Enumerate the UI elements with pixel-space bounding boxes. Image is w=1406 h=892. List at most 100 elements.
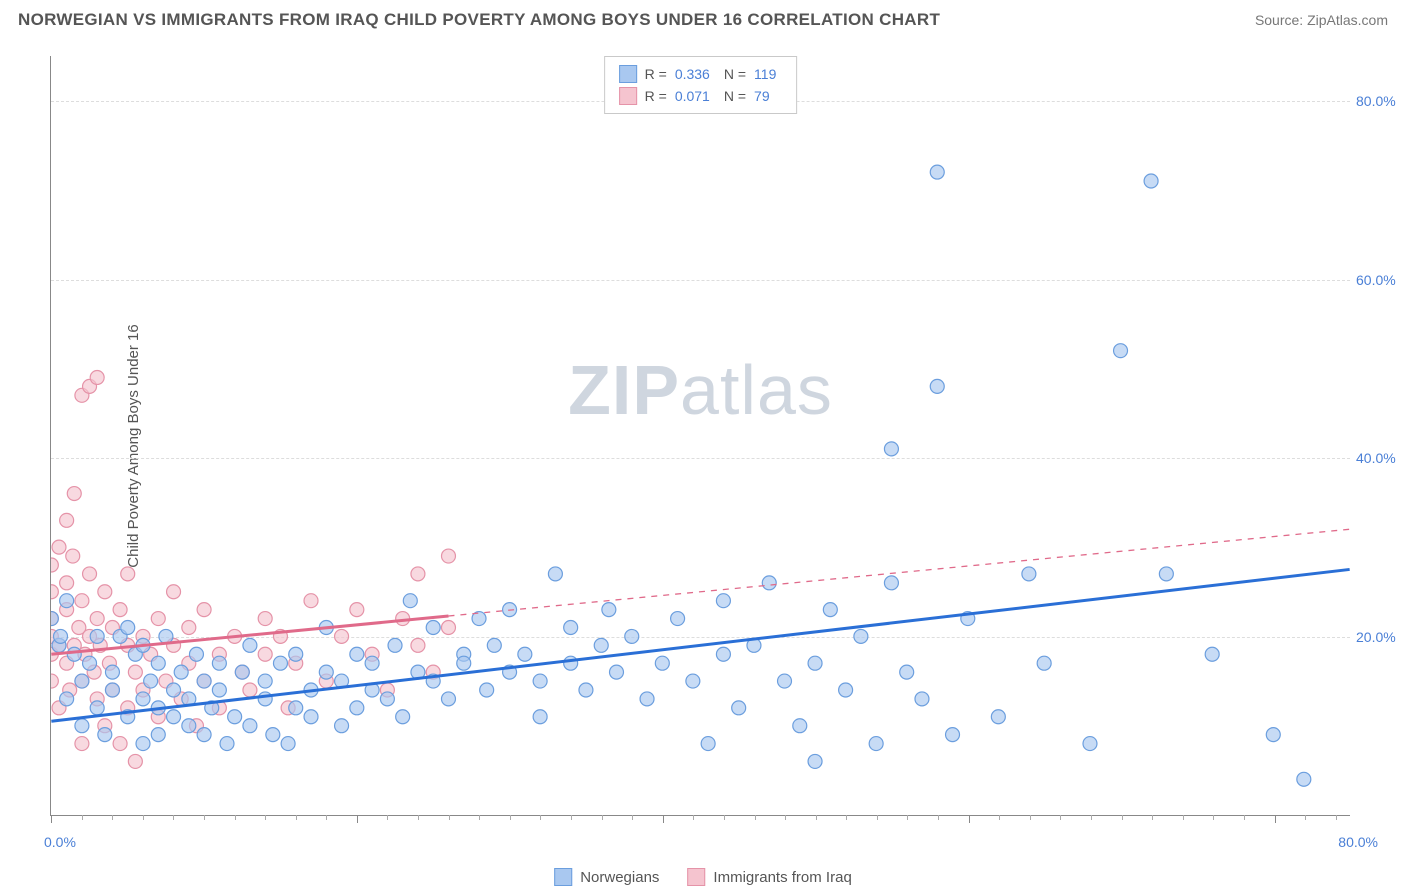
data-point-norwegians bbox=[564, 620, 578, 634]
legend-row-iraq: R = 0.071 N = 79 bbox=[619, 85, 783, 107]
trendline-dashed-iraq bbox=[448, 529, 1349, 616]
data-point-norwegians bbox=[67, 647, 81, 661]
data-point-norwegians bbox=[991, 710, 1005, 724]
data-point-norwegians bbox=[212, 683, 226, 697]
x-tick-minor bbox=[938, 815, 939, 820]
data-point-iraq bbox=[128, 754, 142, 768]
x-tick-minor bbox=[1152, 815, 1153, 820]
data-point-norwegians bbox=[151, 656, 165, 670]
data-point-norwegians bbox=[1144, 174, 1158, 188]
data-point-norwegians bbox=[808, 754, 822, 768]
x-tick-minor bbox=[112, 815, 113, 820]
data-point-iraq bbox=[167, 585, 181, 599]
x-tick-major bbox=[663, 815, 664, 823]
swatch-norwegians bbox=[619, 65, 637, 83]
data-point-norwegians bbox=[105, 683, 119, 697]
data-point-iraq bbox=[128, 665, 142, 679]
data-point-norwegians bbox=[778, 674, 792, 688]
swatch-iraq-bottom bbox=[687, 868, 705, 886]
data-point-norwegians bbox=[258, 674, 272, 688]
data-point-norwegians bbox=[243, 638, 257, 652]
data-point-norwegians bbox=[869, 737, 883, 751]
data-point-norwegians bbox=[441, 692, 455, 706]
legend-row-norwegians: R = 0.336 N = 119 bbox=[619, 63, 783, 85]
data-point-norwegians bbox=[716, 647, 730, 661]
x-tick-minor bbox=[1060, 815, 1061, 820]
x-tick-minor bbox=[816, 815, 817, 820]
data-point-iraq bbox=[51, 585, 58, 599]
legend-label-iraq: Immigrants from Iraq bbox=[713, 869, 851, 886]
data-point-norwegians bbox=[1266, 728, 1280, 742]
data-point-norwegians bbox=[228, 710, 242, 724]
x-tick-minor bbox=[449, 815, 450, 820]
data-point-iraq bbox=[60, 513, 74, 527]
data-point-iraq bbox=[113, 603, 127, 617]
data-point-iraq bbox=[258, 647, 272, 661]
data-point-norwegians bbox=[83, 656, 97, 670]
x-tick-minor bbox=[540, 815, 541, 820]
x-tick-minor bbox=[1030, 815, 1031, 820]
x-tick-minor bbox=[387, 815, 388, 820]
x-tick-minor bbox=[479, 815, 480, 820]
r-label-norw: R = bbox=[645, 63, 667, 85]
data-point-norwegians bbox=[548, 567, 562, 581]
data-point-norwegians bbox=[365, 656, 379, 670]
data-point-norwegians bbox=[564, 656, 578, 670]
x-end-label: 80.0% bbox=[1338, 834, 1378, 850]
data-point-norwegians bbox=[457, 656, 471, 670]
data-point-norwegians bbox=[915, 692, 929, 706]
x-tick-minor bbox=[846, 815, 847, 820]
data-point-norwegians bbox=[75, 674, 89, 688]
data-point-norwegians bbox=[167, 710, 181, 724]
x-tick-minor bbox=[877, 815, 878, 820]
x-tick-minor bbox=[632, 815, 633, 820]
data-point-iraq bbox=[441, 620, 455, 634]
r-label-iraq: R = bbox=[645, 85, 667, 107]
data-point-norwegians bbox=[144, 674, 158, 688]
chart-title: NORWEGIAN VS IMMIGRANTS FROM IRAQ CHILD … bbox=[18, 10, 940, 30]
data-point-norwegians bbox=[480, 683, 494, 697]
data-point-norwegians bbox=[75, 719, 89, 733]
x-tick-minor bbox=[265, 815, 266, 820]
data-point-norwegians bbox=[1022, 567, 1036, 581]
data-point-norwegians bbox=[533, 710, 547, 724]
data-point-norwegians bbox=[839, 683, 853, 697]
data-point-norwegians bbox=[220, 737, 234, 751]
data-point-norwegians bbox=[533, 674, 547, 688]
data-point-norwegians bbox=[1205, 647, 1219, 661]
data-point-norwegians bbox=[105, 665, 119, 679]
data-point-norwegians bbox=[235, 665, 249, 679]
data-point-norwegians bbox=[90, 629, 104, 643]
data-point-norwegians bbox=[388, 638, 402, 652]
data-point-iraq bbox=[182, 620, 196, 634]
data-point-iraq bbox=[51, 558, 58, 572]
y-tick-label: 80.0% bbox=[1356, 93, 1406, 109]
data-point-norwegians bbox=[380, 692, 394, 706]
data-point-iraq bbox=[83, 567, 97, 581]
data-point-norwegians bbox=[136, 692, 150, 706]
x-tick-minor bbox=[510, 815, 511, 820]
data-point-iraq bbox=[411, 567, 425, 581]
data-point-norwegians bbox=[1297, 772, 1311, 786]
data-point-norwegians bbox=[518, 647, 532, 661]
data-point-norwegians bbox=[1159, 567, 1173, 581]
data-point-iraq bbox=[350, 603, 364, 617]
x-tick-minor bbox=[1244, 815, 1245, 820]
data-point-norwegians bbox=[182, 719, 196, 733]
data-point-norwegians bbox=[640, 692, 654, 706]
x-tick-minor bbox=[204, 815, 205, 820]
data-point-norwegians bbox=[854, 629, 868, 643]
data-point-norwegians bbox=[212, 656, 226, 670]
data-point-iraq bbox=[243, 683, 257, 697]
data-point-norwegians bbox=[1114, 344, 1128, 358]
x-tick-minor bbox=[693, 815, 694, 820]
data-point-norwegians bbox=[335, 719, 349, 733]
data-point-norwegians bbox=[762, 576, 776, 590]
legend-item-iraq: Immigrants from Iraq bbox=[687, 868, 851, 886]
data-point-iraq bbox=[335, 629, 349, 643]
x-origin-label: 0.0% bbox=[44, 834, 76, 850]
series-legend: Norwegians Immigrants from Iraq bbox=[554, 868, 852, 886]
data-point-norwegians bbox=[884, 442, 898, 456]
data-point-norwegians bbox=[151, 728, 165, 742]
data-point-norwegians bbox=[671, 612, 685, 626]
